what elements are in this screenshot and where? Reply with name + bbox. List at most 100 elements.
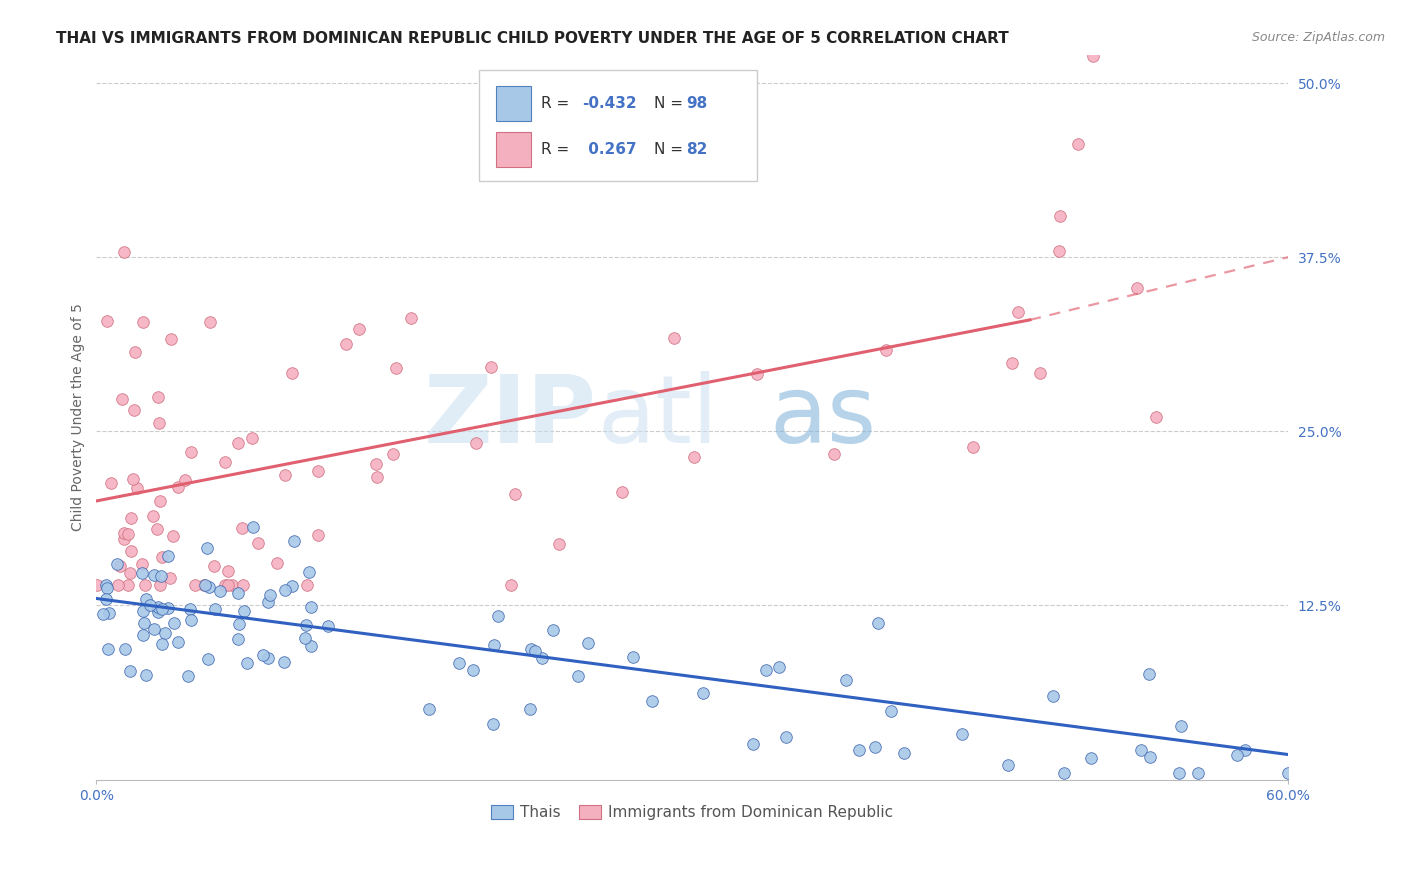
Text: ZIP: ZIP xyxy=(425,371,598,463)
Point xyxy=(163,616,186,631)
Point xyxy=(94,577,117,591)
Point xyxy=(112,244,135,259)
Point xyxy=(835,673,858,688)
Point xyxy=(86,577,108,591)
Point xyxy=(1001,356,1024,370)
Point xyxy=(146,390,169,404)
Point xyxy=(576,635,599,649)
Point xyxy=(741,737,763,751)
Text: THAI VS IMMIGRANTS FROM DOMINICAN REPUBLIC CHILD POVERTY UNDER THE AGE OF 5 CORR: THAI VS IMMIGRANTS FROM DOMINICAN REPUBL… xyxy=(56,31,1010,46)
Point xyxy=(880,704,903,718)
Point xyxy=(1139,750,1161,764)
Point xyxy=(399,310,422,325)
Point xyxy=(184,577,207,591)
Point xyxy=(231,521,253,535)
Point xyxy=(1049,209,1071,223)
Point xyxy=(1067,136,1090,151)
Point xyxy=(94,592,117,607)
Text: N =: N = xyxy=(654,142,688,157)
Point xyxy=(482,639,505,653)
Point xyxy=(127,482,149,496)
Point xyxy=(610,485,633,500)
Point xyxy=(1137,666,1160,681)
Point xyxy=(91,607,114,622)
Point xyxy=(1170,719,1192,733)
Point xyxy=(240,430,263,444)
Point xyxy=(167,635,190,649)
Point xyxy=(755,663,778,677)
Point xyxy=(280,578,302,592)
Point xyxy=(148,416,170,430)
Point xyxy=(482,717,505,731)
Point xyxy=(266,556,288,570)
Point xyxy=(1047,244,1070,259)
Point xyxy=(111,392,134,406)
Point xyxy=(120,544,142,558)
Point xyxy=(176,669,198,683)
Point xyxy=(142,508,165,523)
Point xyxy=(155,626,177,640)
Point xyxy=(180,445,202,459)
Point xyxy=(242,520,264,534)
Point xyxy=(138,598,160,612)
Point xyxy=(159,332,181,346)
Point xyxy=(142,622,165,636)
Point xyxy=(202,558,225,573)
Point xyxy=(1168,765,1191,780)
Point xyxy=(228,617,250,632)
Point xyxy=(107,577,129,591)
Point xyxy=(486,609,509,624)
Point xyxy=(481,359,503,374)
Point xyxy=(747,368,769,382)
Text: as: as xyxy=(769,371,877,463)
Point xyxy=(641,694,664,708)
Point xyxy=(146,601,169,615)
Text: R =: R = xyxy=(541,142,574,157)
Point xyxy=(299,599,322,614)
FancyBboxPatch shape xyxy=(479,70,756,181)
Bar xyxy=(496,87,531,121)
Point xyxy=(118,664,141,678)
Point xyxy=(316,618,339,632)
Text: R =: R = xyxy=(541,96,574,112)
Point xyxy=(228,586,250,600)
Point xyxy=(221,577,243,591)
Point xyxy=(131,566,153,580)
Point xyxy=(1007,305,1029,319)
Text: 0.267: 0.267 xyxy=(582,142,637,157)
Point xyxy=(1042,689,1064,703)
Y-axis label: Child Poverty Under the Age of 5: Child Poverty Under the Age of 5 xyxy=(72,303,86,532)
Point xyxy=(198,580,221,594)
Text: 98: 98 xyxy=(686,96,707,112)
Point xyxy=(499,577,522,591)
Point xyxy=(118,566,141,580)
Point xyxy=(385,360,408,375)
Point xyxy=(519,702,541,716)
Point xyxy=(503,487,526,501)
Point xyxy=(531,651,554,665)
Point xyxy=(252,648,274,662)
Point xyxy=(217,564,239,578)
Point xyxy=(307,527,329,541)
Point xyxy=(848,743,870,757)
Point xyxy=(1187,765,1209,780)
Point xyxy=(997,758,1019,772)
Text: 82: 82 xyxy=(686,142,707,157)
Point xyxy=(962,440,984,454)
Point xyxy=(100,476,122,491)
Point xyxy=(124,345,146,359)
Point xyxy=(824,447,846,461)
Point xyxy=(1083,49,1105,63)
Point xyxy=(294,631,316,645)
Point xyxy=(295,617,318,632)
Point xyxy=(893,746,915,760)
Point xyxy=(209,584,232,599)
Point xyxy=(682,450,704,465)
Point xyxy=(122,403,145,417)
Point xyxy=(950,726,973,740)
Point xyxy=(226,632,249,646)
Point xyxy=(159,571,181,585)
Point xyxy=(117,577,139,591)
Point xyxy=(97,641,120,656)
Point xyxy=(768,660,790,674)
